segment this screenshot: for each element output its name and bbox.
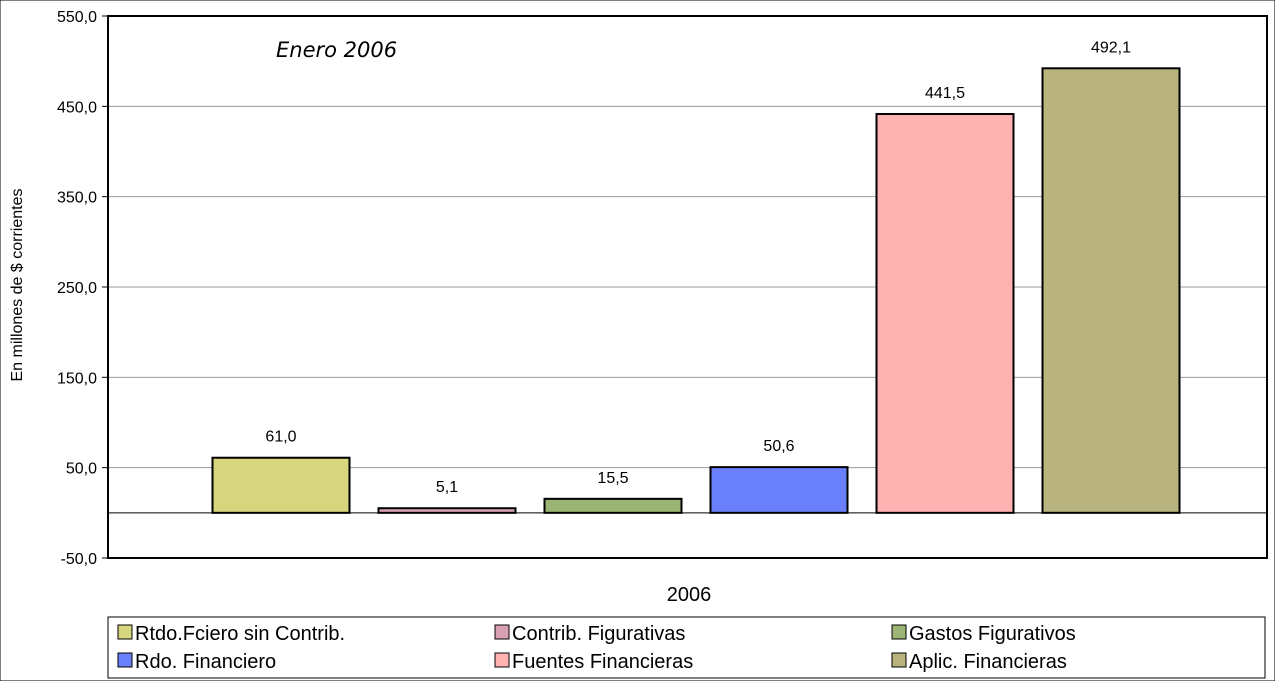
y-axis-label: En millones de $ corrientes	[9, 189, 26, 382]
data-label-5: 441,5	[925, 85, 965, 102]
data-labels: 61,0 5,1 15,5 50,6 441,5 492,1	[265, 39, 1131, 496]
bar-4	[709, 466, 849, 514]
y-tick-label: 450,0	[57, 99, 97, 116]
y-tick-label: 550,0	[57, 9, 97, 26]
legend-swatch-5	[494, 652, 510, 668]
y-tick-label: 350,0	[57, 190, 97, 207]
legend-label-5: Fuentes Financieras	[512, 651, 693, 673]
legend-label-1: Rtdo.Fciero sin Contrib.	[135, 623, 345, 645]
bar-2	[377, 507, 517, 514]
legend-swatch-3	[891, 624, 907, 640]
legend: Rtdo.Fciero sin Contrib. Contrib. Figurat…	[117, 623, 1076, 673]
x-axis-label: 2006	[667, 584, 712, 606]
legend-label-2: Contrib. Figurativas	[512, 623, 685, 645]
legend-box	[107, 616, 1266, 679]
legend-swatch-1	[117, 624, 133, 640]
data-label-3: 15,5	[597, 470, 628, 487]
legend-label-4: Rdo. Financiero	[135, 651, 276, 673]
data-label-6: 492,1	[1091, 39, 1131, 56]
bar-3	[543, 497, 683, 514]
y-tick-label: 250,0	[57, 280, 97, 297]
y-axis-ticks: 550,0 450,0 350,0 250,0 150,0 50,0 -50,0	[57, 9, 108, 568]
data-label-4: 50,6	[763, 438, 794, 455]
plot-area	[107, 15, 1268, 559]
y-tick-label: -50,0	[61, 551, 98, 568]
chart-annotation: Enero 2006	[276, 38, 397, 62]
legend-label-3: Gastos Figurativos	[909, 623, 1076, 645]
y-tick-label: 50,0	[66, 461, 97, 478]
bars	[211, 67, 1181, 514]
bar-6	[1041, 67, 1181, 514]
bar-5	[875, 113, 1015, 514]
legend-swatch-6	[891, 652, 907, 668]
bar-1	[211, 456, 351, 514]
legend-swatch-2	[494, 624, 510, 640]
y-tick-label: 150,0	[57, 370, 97, 387]
data-label-1: 61,0	[265, 429, 296, 446]
data-label-2: 5,1	[436, 479, 458, 496]
legend-swatch-4	[117, 652, 133, 668]
legend-label-6: Aplic. Financieras	[909, 651, 1067, 673]
